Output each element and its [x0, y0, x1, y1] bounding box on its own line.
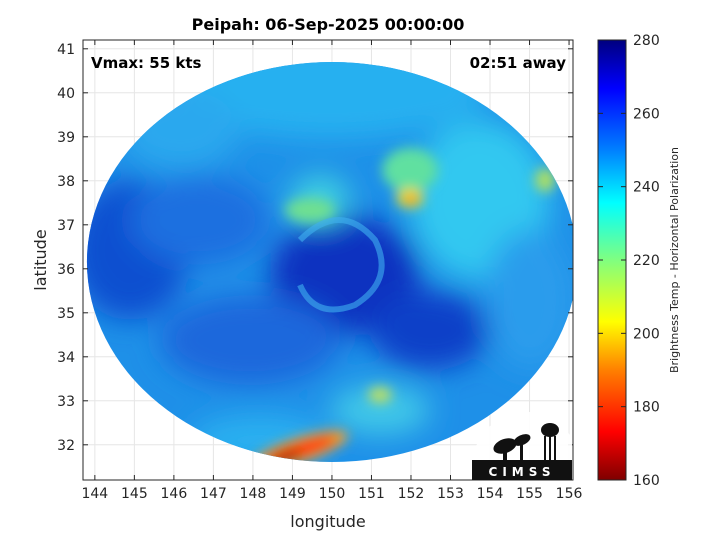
y-tick-label: 41 — [57, 42, 75, 58]
x-tick-label: 155 — [516, 486, 543, 502]
chart-title: Peipah: 06-Sep-2025 00:00:00 — [192, 15, 465, 34]
time-offset-annotation: 02:51 away — [470, 54, 567, 72]
x-axis-label: longitude — [290, 512, 365, 531]
y-tick-label: 35 — [57, 306, 75, 322]
colorbar-label: Brightness Temp - Horizontal Polarizatio… — [668, 147, 681, 373]
colorbar-tick-label: 240 — [633, 180, 660, 196]
colorbar-tick-label: 260 — [633, 106, 660, 122]
y-tick-label: 37 — [57, 218, 75, 234]
x-tick-label: 152 — [398, 486, 425, 502]
y-tick-label: 32 — [57, 438, 75, 454]
y-tick-label: 36 — [57, 262, 75, 278]
colorbar-tick-label: 160 — [633, 473, 660, 489]
x-tick-label: 149 — [279, 486, 306, 502]
x-tick-label: 156 — [556, 486, 583, 502]
x-tick-label: 145 — [121, 486, 148, 502]
y-axis-label: latitude — [31, 229, 50, 290]
y-tick-label: 40 — [57, 86, 75, 102]
colorbar-tick-label: 200 — [633, 326, 660, 342]
y-tick-label: 39 — [57, 130, 75, 146]
x-tick-label: 147 — [200, 486, 227, 502]
colorbar-tick-label: 280 — [633, 33, 660, 49]
brightness-temp-swath — [86, 62, 573, 462]
x-tick-label: 144 — [81, 486, 108, 502]
svg-text:CIMSS: CIMSS — [489, 465, 556, 479]
colorbar-tick-label: 180 — [633, 400, 660, 416]
x-tick-label: 154 — [477, 486, 504, 502]
y-axis-ticks: 32 33 34 35 36 37 38 39 40 41 — [57, 42, 573, 454]
vmax-annotation: Vmax: 55 kts — [91, 54, 201, 72]
axes-box — [82, 39, 574, 481]
x-tick-label: 148 — [240, 486, 267, 502]
cimss-logo: CIMSS — [472, 411, 572, 480]
x-axis-ticks: 144 145 146 147 148 149 150 151 152 153 154 155 156 — [81, 40, 582, 502]
y-tick-label: 38 — [57, 174, 75, 190]
y-tick-label: 33 — [57, 394, 75, 410]
colorbar-tick-label: 220 — [633, 253, 660, 269]
colorbar-ticks: 160 180 200 220 240 260 280 — [598, 33, 660, 489]
y-tick-label: 34 — [57, 350, 75, 366]
x-tick-label: 153 — [437, 486, 464, 502]
x-tick-label: 150 — [319, 486, 346, 502]
x-tick-label: 146 — [161, 486, 188, 502]
x-tick-label: 151 — [358, 486, 385, 502]
